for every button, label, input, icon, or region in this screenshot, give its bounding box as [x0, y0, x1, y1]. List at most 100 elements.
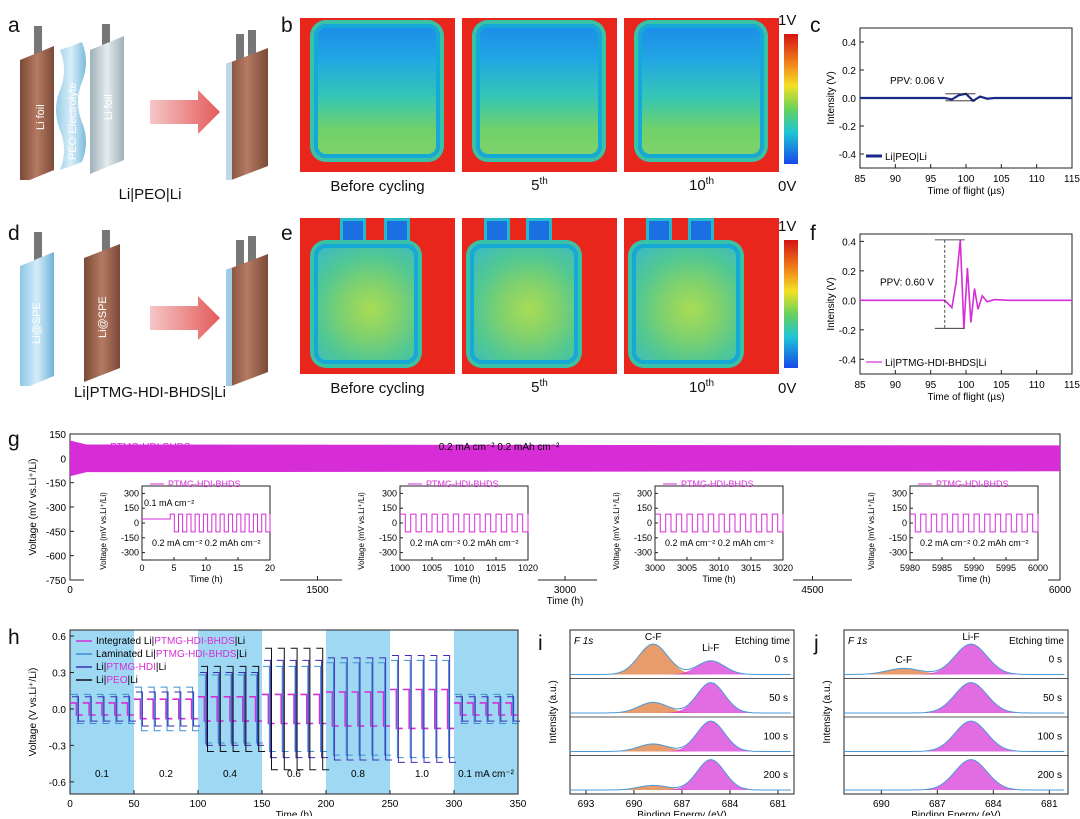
cf-label: C-F: [895, 655, 912, 666]
y-tick-label: -0.4: [839, 150, 857, 161]
panel-label-b: b: [281, 14, 293, 37]
inset-y-tick-label: 150: [382, 503, 397, 513]
inset-x-tick-label: 5990: [964, 563, 984, 573]
x-axis-label: Binding Energy (eV): [911, 810, 1001, 816]
panel-label-c: c: [810, 14, 821, 37]
colorbar-b: [784, 34, 798, 164]
inset-y-tick-label: -300: [379, 548, 397, 558]
inset-x-tick-label: 1000: [390, 563, 410, 573]
lif-label: Li-F: [962, 632, 979, 643]
x-tick-label: 0: [67, 585, 73, 596]
legend-label-highlight: PTMG-HDI-BHDS: [156, 649, 237, 660]
xps-title: F 1s: [574, 636, 593, 647]
y-tick-label: -0.4: [839, 355, 857, 366]
x-tick-label: 100: [190, 799, 207, 810]
legend-label-pre: Li|: [96, 675, 106, 686]
series-line: [72, 655, 520, 763]
panel-label-f: f: [810, 222, 816, 245]
caption-d: Li|PTMG-HDI-BHDS|Li: [74, 384, 226, 401]
legend-label-post: |Li: [156, 662, 166, 673]
cell-schematic-spe: Li@SPE Li@SPE: [20, 230, 268, 386]
legend-label: Integrated Li|PTMG-HDI-BHDS|Li: [96, 636, 245, 647]
y-tick-label: 0.3: [52, 669, 66, 680]
x-axis-label: Time of flight (µs): [927, 392, 1004, 403]
series-line: [71, 659, 519, 759]
chart-xps-i: 693 690 687 684 681 Binding Energy (eV) Intens…: [548, 629, 795, 816]
series-line: [860, 92, 1072, 103]
inset-y-axis-label: Voltage (mV vs.Li⁺/Li): [867, 492, 876, 570]
spe-label-right: Li@SPE: [97, 296, 109, 338]
chart-tof-spe: 0.4 0.2 0.0 -0.2 -0.4 85 90 95 100 105 110 115 Time …: [826, 233, 1080, 403]
x-tick-label: 4500: [801, 585, 824, 596]
thermal-image-e1: [300, 218, 455, 374]
envelope-line: [844, 758, 1065, 791]
y-tick-label: 0.0: [842, 94, 856, 105]
inset-y-tick-label: 150: [124, 503, 139, 513]
panel-label-a: a: [8, 14, 20, 37]
legend-label-pre: Integrated Li|: [96, 636, 154, 647]
y-tick-label: -450: [46, 527, 66, 538]
y-tick-label: -300: [46, 503, 66, 514]
inset-x-tick-label: 20: [265, 563, 275, 573]
x-tick-label: 681: [770, 799, 787, 810]
inset-y-tick-label: 300: [124, 488, 139, 498]
x-axis-label: Time (h): [547, 596, 584, 607]
inset-y-axis-label: Voltage (mV vs.Li⁺/Li): [357, 492, 366, 570]
inset-x-tick-label: 3005: [677, 563, 697, 573]
x-tick-label: 100: [958, 380, 975, 391]
y-tick-label: -150: [46, 479, 66, 490]
inset-x-tick-label: 10: [201, 563, 211, 573]
inset-y-tick-label: -150: [121, 533, 139, 543]
inset-x-tick-label: 0: [139, 563, 144, 573]
cf-peak: [844, 668, 1068, 675]
x-tick-label: 681: [1041, 799, 1058, 810]
x-tick-label: 693: [578, 799, 595, 810]
legend-label-post: |Li: [235, 636, 245, 647]
x-tick-label: 1500: [306, 585, 329, 596]
inset-x-axis-label: Time (h): [189, 574, 222, 584]
inset-y-tick-label: 0: [134, 518, 139, 528]
y-tick-label: 0.2: [842, 267, 856, 278]
inset-series-line: [142, 513, 271, 533]
envelope-line: [570, 681, 791, 714]
inset-y-axis-label: Voltage (mV vs.Li⁺/Li): [99, 492, 108, 570]
y-tick-label: -600: [46, 552, 66, 563]
thermal-image-b3: [624, 18, 779, 172]
inset-x-axis-label: Time (h): [702, 574, 735, 584]
lif-peak: [844, 682, 1068, 713]
y-tick-label: -0.2: [839, 326, 857, 337]
inset-series-line: [910, 513, 1039, 533]
y-tick-label: -750: [46, 576, 66, 587]
rate-label: 0.1: [95, 769, 109, 780]
foil-label-right: Li foil: [103, 94, 115, 120]
x-tick-label: 690: [626, 799, 643, 810]
x-tick-label: 95: [925, 174, 937, 185]
caption-e3: 10th: [688, 378, 715, 396]
inset-y-tick-label: 150: [892, 503, 907, 513]
y-tick-label: -0.2: [839, 122, 857, 133]
inset-legend-label: PTMG-HDI-BHDS: [168, 479, 241, 489]
x-tick-label: 200: [318, 799, 335, 810]
inset-y-tick-label: 300: [892, 488, 907, 498]
y-tick-label: -0.3: [49, 741, 67, 752]
envelope-line: [570, 720, 791, 752]
cell-schematic-peo: Li foil PEO Electrolyte Li foil: [20, 24, 268, 180]
x-axis-label: Binding Energy (eV): [637, 810, 727, 816]
y-tick-label: -0.6: [49, 778, 67, 789]
lif-peak: [844, 759, 1068, 790]
plot-frame: [69, 629, 519, 795]
panel-label-g: g: [8, 428, 20, 451]
y-axis-label: Voltage (mV vs.Li⁺/Li): [28, 459, 39, 556]
plot-frame: [843, 629, 1069, 795]
rate-label: 0.4: [223, 769, 237, 780]
colorbar-e: [784, 240, 798, 368]
cf-label: C-F: [645, 632, 662, 643]
series-band: [70, 440, 1060, 477]
inset-x-axis-label: Time (h): [957, 574, 990, 584]
chart-rate-performance: 0.6 0.3 0.0 -0.3 -0.60 50 100 150 200 250 300 350 Ti…: [28, 629, 527, 816]
x-tick-label: 115: [1064, 174, 1080, 185]
caption-e2: 5th: [531, 378, 548, 396]
envelope-line: [844, 643, 1065, 675]
inset-y-tick-label: -300: [889, 548, 907, 558]
thermal-image-b1: [300, 18, 455, 172]
